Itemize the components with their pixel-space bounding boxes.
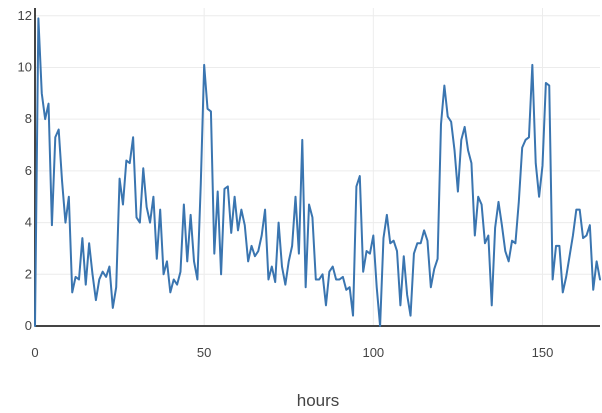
y-tick-label: 10 — [18, 59, 32, 74]
y-tick-label: 2 — [25, 266, 32, 281]
x-axis-title: hours — [297, 391, 340, 410]
x-tick-label: 50 — [197, 345, 211, 360]
gridlines — [35, 8, 600, 326]
x-tick-label: 0 — [31, 345, 38, 360]
tick-labels: 0 2 4 6 8 10 12 0 50 100 150 — [18, 8, 554, 360]
y-tick-label: 0 — [25, 318, 32, 333]
y-tick-label: 4 — [25, 215, 32, 230]
y-tick-label: 8 — [25, 111, 32, 126]
x-tick-label: 150 — [532, 345, 554, 360]
y-tick-label: 12 — [18, 8, 32, 23]
series-layer — [34, 17, 601, 327]
y-tick-label: 6 — [25, 163, 32, 178]
x-tick-label: 100 — [362, 345, 384, 360]
series-line-0 — [34, 17, 601, 327]
axes — [34, 8, 600, 327]
